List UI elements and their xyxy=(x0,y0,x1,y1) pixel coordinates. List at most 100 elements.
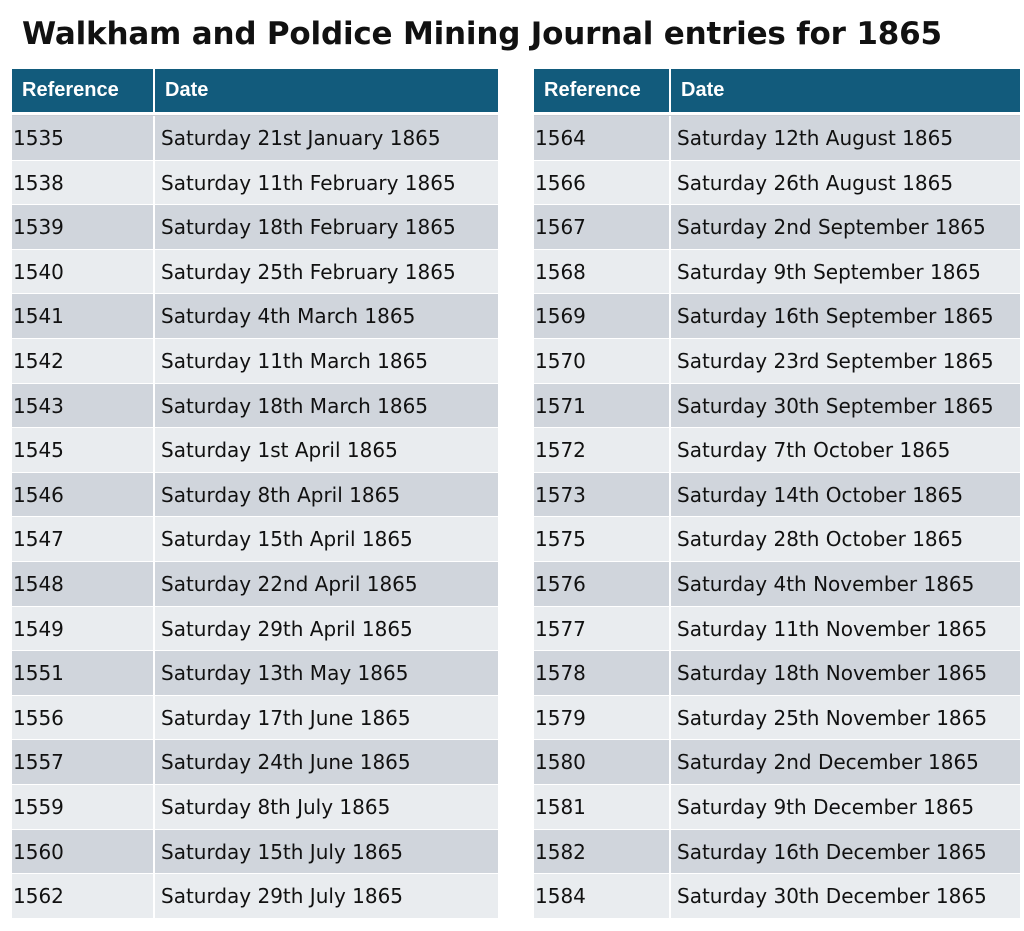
reference-cell: 1570 xyxy=(534,338,671,383)
reference-cell: 1582 xyxy=(534,829,671,874)
date-cell: Saturday 12th August 1865 xyxy=(677,126,954,150)
reference-cell: 1538 xyxy=(12,160,155,205)
date-cell: Saturday 2nd September 1865 xyxy=(677,215,986,240)
reference-table-right: Reference Date 1564 Saturday 12th August … xyxy=(534,69,1020,919)
table-row: 1567 Saturday 2nd September 1865 xyxy=(534,205,1020,250)
reference-cell: 1581 xyxy=(534,784,671,829)
table-row: 1575 Saturday 28th October 1865 xyxy=(534,517,1020,562)
header-divider xyxy=(534,112,1020,115)
table-row: 1582 Saturday 16th December 1865 xyxy=(534,829,1020,875)
table-row: 1579 Saturday 25th November 1865 xyxy=(534,695,1020,741)
date-cell: Saturday 16th December 1865 xyxy=(677,839,987,864)
table-row: 1571 Saturday 30th September 1865 xyxy=(534,383,1020,429)
date-cell: Saturday 17th June 1865 xyxy=(161,705,411,730)
date-cell: Saturday 15th July 1865 xyxy=(161,839,404,864)
date-cell: Saturday 23rd September 1865 xyxy=(677,348,994,373)
reference-cell: 1542 xyxy=(12,338,155,383)
date-cell: Saturday 15th April 1865 xyxy=(161,527,413,552)
date-cell: Saturday 25th November 1865 xyxy=(677,705,988,730)
table-row: 1540 Saturday 25th February 1865 xyxy=(12,249,498,295)
reference-column-header: Reference xyxy=(12,69,155,112)
reference-cell: 1578 xyxy=(534,651,671,695)
date-column-header: Date xyxy=(165,79,209,101)
date-cell: Saturday 28th October 1865 xyxy=(677,527,964,552)
reference-cell: 1579 xyxy=(534,695,671,740)
reference-cell: 1546 xyxy=(12,472,155,517)
table-row: 1578 Saturday 18th November 1865 xyxy=(534,651,1020,696)
reference-cell: 1577 xyxy=(534,606,671,651)
table-row: 1560 Saturday 15th July 1865 xyxy=(12,829,498,875)
reference-cell: 1535 xyxy=(12,116,155,160)
reference-cell: 1567 xyxy=(534,205,671,249)
table-row: 1569 Saturday 16th September 1865 xyxy=(534,294,1020,339)
date-cell: Saturday 2nd December 1865 xyxy=(677,750,979,775)
date-cell: Saturday 24th June 1865 xyxy=(161,750,411,775)
table-row: 1541 Saturday 4th March 1865 xyxy=(12,294,498,339)
date-cell: Saturday 16th September 1865 xyxy=(677,304,994,329)
reference-cell: 1541 xyxy=(12,294,155,338)
table-row: 1549 Saturday 29th April 1865 xyxy=(12,606,498,652)
date-cell: Saturday 11th November 1865 xyxy=(677,616,988,641)
table-row: 1557 Saturday 24th June 1865 xyxy=(12,740,498,785)
reference-cell: 1539 xyxy=(12,205,155,249)
date-cell: Saturday 11th March 1865 xyxy=(161,348,429,373)
date-cell: Saturday 25th February 1865 xyxy=(161,259,456,284)
table-row: 1543 Saturday 18th March 1865 xyxy=(12,383,498,429)
reference-cell: 1543 xyxy=(12,383,155,428)
reference-cell: 1549 xyxy=(12,606,155,651)
date-cell: Saturday 1st April 1865 xyxy=(161,438,398,463)
date-cell: Saturday 13th May 1865 xyxy=(161,661,409,686)
reference-cell: 1559 xyxy=(12,784,155,829)
date-cell: Saturday 8th July 1865 xyxy=(161,794,391,819)
reference-cell: 1568 xyxy=(534,249,671,294)
table-row: 1535 Saturday 21st January 1865 xyxy=(12,116,498,161)
table-row: 1570 Saturday 23rd September 1865 xyxy=(534,338,1020,384)
table-row: 1539 Saturday 18th February 1865 xyxy=(12,205,498,250)
table-row: 1545 Saturday 1st April 1865 xyxy=(12,428,498,473)
reference-cell: 1584 xyxy=(534,874,671,918)
date-cell: Saturday 30th September 1865 xyxy=(677,393,994,418)
date-cell: Saturday 9th December 1865 xyxy=(677,794,975,819)
date-cell: Saturday 7th October 1865 xyxy=(677,438,951,463)
reference-cell: 1580 xyxy=(534,740,671,784)
table-body: 1535 Saturday 21st January 1865 1538 Saturd… xyxy=(12,115,498,919)
table-row: 1577 Saturday 11th November 1865 xyxy=(534,606,1020,652)
date-cell: Saturday 11th February 1865 xyxy=(161,170,456,195)
table-row: 1538 Saturday 11th February 1865 xyxy=(12,160,498,206)
table-row: 1573 Saturday 14th October 1865 xyxy=(534,472,1020,518)
table-row: 1551 Saturday 13th May 1865 xyxy=(12,651,498,696)
reference-cell: 1562 xyxy=(12,874,155,918)
table-row: 1566 Saturday 26th August 1865 xyxy=(534,160,1020,206)
date-cell: Saturday 9th September 1865 xyxy=(677,259,981,284)
reference-column-header: Reference xyxy=(534,69,671,112)
reference-cell: 1575 xyxy=(534,517,671,561)
table-row: 1572 Saturday 7th October 1865 xyxy=(534,428,1020,473)
table-row: 1562 Saturday 29th July 1865 xyxy=(12,874,498,919)
table-row: 1559 Saturday 8th July 1865 xyxy=(12,784,498,830)
date-cell: Saturday 4th March 1865 xyxy=(161,304,416,329)
table-row: 1548 Saturday 22nd April 1865 xyxy=(12,561,498,607)
date-cell: Saturday 4th November 1865 xyxy=(677,571,975,596)
date-cell: Saturday 14th October 1865 xyxy=(677,482,964,507)
reference-cell: 1572 xyxy=(534,428,671,472)
date-column-header: Date xyxy=(681,79,725,101)
date-cell: Saturday 30th December 1865 xyxy=(677,884,987,909)
date-cell: Saturday 21st January 1865 xyxy=(161,126,441,150)
reference-cell: 1576 xyxy=(534,561,671,606)
table-row: 1568 Saturday 9th September 1865 xyxy=(534,249,1020,295)
table-row: 1581 Saturday 9th December 1865 xyxy=(534,784,1020,830)
date-cell: Saturday 18th March 1865 xyxy=(161,393,429,418)
date-cell: Saturday 18th November 1865 xyxy=(677,661,988,686)
reference-cell: 1573 xyxy=(534,472,671,517)
table-row: 1542 Saturday 11th March 1865 xyxy=(12,338,498,384)
reference-table-left: Reference Date 1535 Saturday 21st January… xyxy=(12,69,498,919)
date-cell: Saturday 8th April 1865 xyxy=(161,482,401,507)
reference-cell: 1566 xyxy=(534,160,671,205)
reference-cell: 1569 xyxy=(534,294,671,338)
reference-cell: 1540 xyxy=(12,249,155,294)
reference-cell: 1548 xyxy=(12,561,155,606)
table-row: 1580 Saturday 2nd December 1865 xyxy=(534,740,1020,785)
table-body: 1564 Saturday 12th August 1865 1566 Saturda… xyxy=(534,115,1020,919)
date-cell: Saturday 18th February 1865 xyxy=(161,215,456,240)
table-header-row: Reference Date xyxy=(534,69,1020,112)
